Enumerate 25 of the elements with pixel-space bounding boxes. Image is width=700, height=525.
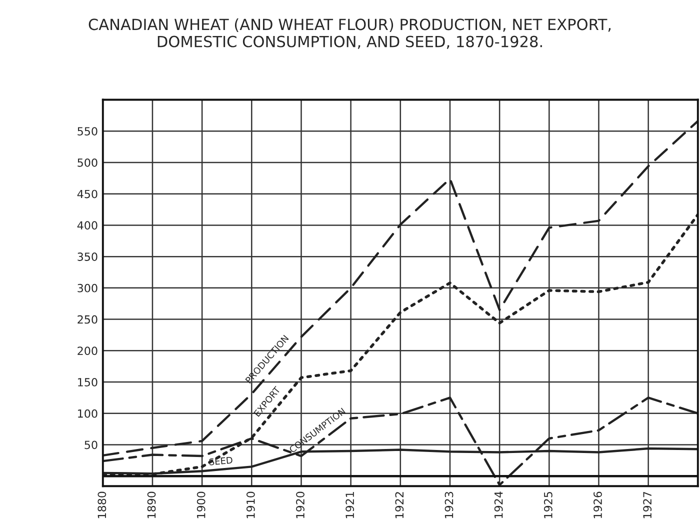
y-tick-label: 250 [78, 315, 98, 324]
x-tick-label: 1923 [444, 492, 454, 518]
x-tick-label: 1910 [246, 492, 255, 518]
x-tick-label: 1920 [296, 492, 304, 518]
x-tick-label: 1926 [594, 492, 602, 518]
x-tick-label: 1925 [544, 492, 552, 518]
y-tick-label: 400 [77, 221, 98, 230]
x-tick-label: 1924 [494, 492, 503, 518]
y-tick-label: 50 [84, 440, 98, 450]
line-series [102, 120, 698, 457]
y-tick-label: 450 [77, 190, 98, 198]
y-tick-label: 300 [78, 284, 98, 292]
x-tick-label: 1927 [643, 492, 652, 518]
y-tick-label: 550 [78, 127, 98, 136]
y-tick-label: 100 [78, 409, 98, 418]
x-tick-label: 1922 [395, 492, 404, 518]
x-tick-label: 1890 [147, 492, 156, 518]
y-tick-label: 500 [78, 158, 98, 167]
y-tick-label: 150 [78, 378, 98, 386]
y-tick-label: 350 [78, 252, 98, 261]
x-tick-label: 1880 [98, 492, 106, 518]
chart-title: CANADIAN WHEAT (AND WHEAT FLOUR) PRODUCTION, NET EXPORT, DOMESTIC CONSUMPTION, AND SEED, 1870-1928. [88, 18, 611, 49]
x-tick-label: 1921 [346, 492, 354, 518]
y-tick-label: 200 [78, 346, 98, 356]
x-tick-label: 1900 [196, 492, 206, 518]
